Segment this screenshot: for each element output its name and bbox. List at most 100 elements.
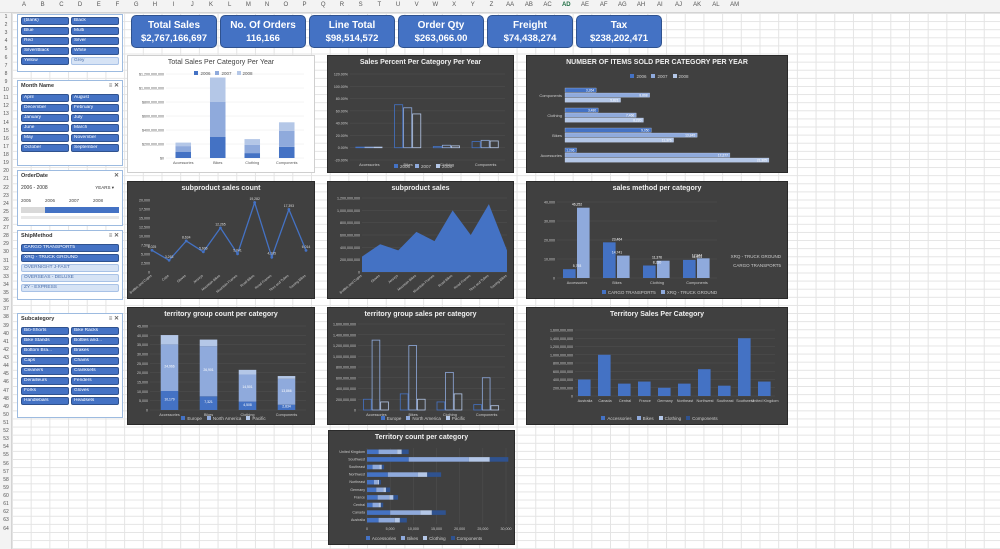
row-header[interactable]: 24: [3, 200, 9, 207]
bar[interactable]: [564, 92, 650, 98]
column-header[interactable]: G: [133, 2, 139, 8]
bar[interactable]: [367, 449, 379, 455]
row-header[interactable]: 62: [3, 509, 9, 516]
bar[interactable]: [401, 449, 409, 455]
column-header[interactable]: J: [190, 2, 194, 8]
slicer-item[interactable]: July: [71, 114, 119, 122]
row-header[interactable]: 32: [3, 265, 9, 272]
bar[interactable]: [238, 369, 257, 375]
bar[interactable]: [758, 381, 771, 396]
slicer-item[interactable]: August: [71, 94, 119, 102]
bar[interactable]: [377, 479, 380, 485]
bar[interactable]: [277, 376, 296, 379]
row-header[interactable]: 13: [3, 111, 9, 118]
bar[interactable]: [471, 141, 481, 149]
slicer-item[interactable]: OVERNIGHT J-FAST: [21, 264, 119, 272]
row-header[interactable]: 22: [3, 184, 9, 191]
slicer-item[interactable]: Derailleurs: [21, 377, 69, 385]
row-header[interactable]: 18: [3, 152, 9, 159]
bar[interactable]: [431, 510, 446, 515]
bar[interactable]: [244, 139, 261, 145]
data-point[interactable]: [270, 255, 274, 259]
bar[interactable]: [367, 517, 379, 523]
chart-items-sold[interactable]: NUMBER OF ITEMS SOLD PER CATEGORY PER YE…: [526, 55, 788, 173]
bar[interactable]: [367, 510, 391, 515]
row-header[interactable]: 31: [3, 257, 9, 264]
row-header[interactable]: 44: [3, 363, 9, 370]
slicer-item[interactable]: ZY - EXPRESS: [21, 284, 119, 292]
bar[interactable]: [393, 495, 399, 500]
column-header[interactable]: AA: [506, 2, 515, 8]
column-header[interactable]: T: [377, 2, 382, 8]
clear-filter-icon[interactable]: ≡ ✕: [108, 83, 119, 89]
bar[interactable]: [244, 144, 261, 154]
bar[interactable]: [389, 495, 394, 500]
bar[interactable]: [577, 207, 590, 278]
row-header[interactable]: 27: [3, 225, 9, 232]
row-header[interactable]: 39: [3, 322, 9, 329]
row-header[interactable]: 54: [3, 444, 9, 451]
bar[interactable]: [697, 258, 710, 278]
chart-territory-count[interactable]: Territory count per category 0 5,000 10,00…: [328, 430, 515, 545]
bar[interactable]: [468, 457, 490, 462]
bar[interactable]: [367, 487, 377, 493]
bar[interactable]: [489, 457, 509, 462]
bar[interactable]: [372, 464, 380, 470]
row-header[interactable]: 1: [4, 14, 8, 20]
bar[interactable]: [683, 259, 696, 278]
row-header[interactable]: 61: [3, 501, 9, 508]
bar[interactable]: [564, 147, 577, 153]
chart-subproduct-count[interactable]: subproduct sales count 0 2,500 5,000 7,500 1…: [127, 181, 315, 299]
column-header[interactable]: AE: [580, 2, 589, 8]
bar[interactable]: [380, 502, 384, 508]
row-header[interactable]: 30: [3, 249, 9, 256]
bar[interactable]: [397, 449, 402, 455]
row-header[interactable]: 51: [3, 420, 9, 426]
bar[interactable]: [278, 146, 295, 158]
bar[interactable]: [381, 464, 385, 470]
bar[interactable]: [278, 130, 295, 147]
row-header[interactable]: 47: [3, 387, 9, 394]
row-header[interactable]: 6: [4, 54, 8, 61]
column-header[interactable]: X: [452, 2, 457, 8]
chart-total-sales-per-category[interactable]: Total Sales Per Category Per Year $0 $200…: [127, 55, 315, 173]
row-header[interactable]: 35: [3, 290, 9, 297]
bar[interactable]: [379, 464, 382, 470]
row-header[interactable]: 42: [3, 346, 9, 353]
column-header[interactable]: D: [77, 2, 83, 8]
data-point[interactable]: [236, 252, 239, 256]
bar[interactable]: [598, 354, 611, 396]
row-header[interactable]: 5: [4, 46, 8, 53]
row-header[interactable]: 43: [3, 355, 9, 362]
slicer-item[interactable]: Blue: [21, 27, 69, 35]
column-header[interactable]: U: [395, 2, 401, 8]
row-header[interactable]: 52: [3, 428, 9, 435]
row-header[interactable]: 57: [3, 468, 9, 475]
bar[interactable]: [453, 393, 463, 411]
row-header[interactable]: 33: [3, 273, 9, 280]
timeline-track[interactable]: [21, 207, 119, 213]
slicer-item[interactable]: September: [71, 144, 119, 152]
clear-filter-icon[interactable]: ≡ ✕: [108, 316, 119, 322]
slicer-item[interactable]: April: [21, 94, 69, 102]
column-header[interactable]: AH: [636, 2, 646, 8]
timeline-selection-bar[interactable]: [45, 207, 119, 213]
column-header[interactable]: P: [302, 2, 307, 8]
bar[interactable]: [199, 396, 218, 410]
timeline-scrollbar[interactable]: [21, 216, 119, 219]
column-header[interactable]: AK: [693, 2, 702, 8]
row-header[interactable]: 14: [3, 119, 9, 126]
row-header[interactable]: 40: [3, 330, 9, 337]
bar[interactable]: [363, 398, 372, 411]
bar[interactable]: [564, 87, 597, 93]
slicer-item[interactable]: Bike Racks: [71, 327, 119, 335]
slicer-item[interactable]: January: [21, 114, 69, 122]
bar[interactable]: [563, 269, 576, 278]
bar[interactable]: [738, 338, 751, 396]
slicer-item[interactable]: OVERSEAS - DELUXE: [21, 274, 119, 282]
slicer-item[interactable]: November: [71, 134, 119, 142]
row-header[interactable]: 21: [3, 176, 9, 183]
bar[interactable]: [481, 377, 491, 411]
bar[interactable]: [367, 472, 388, 477]
column-header[interactable]: I: [172, 2, 175, 8]
